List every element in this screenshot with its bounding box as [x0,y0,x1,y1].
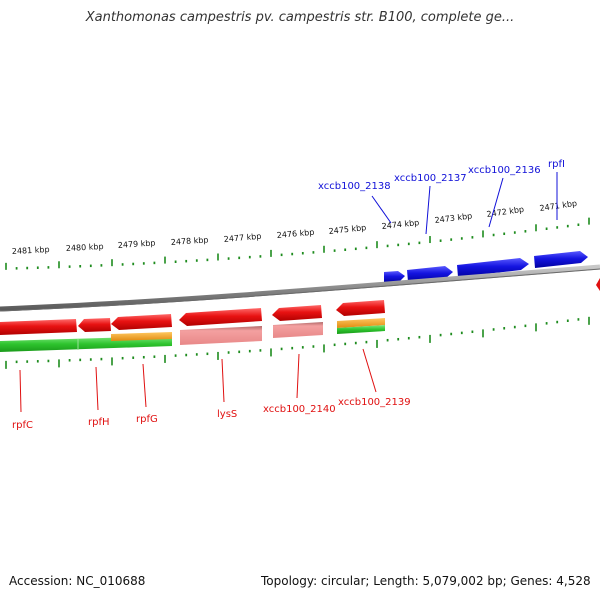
gene-xccb100-2138[interactable] [384,271,405,283]
gene-label[interactable]: lysS [217,409,237,420]
scale-label: 2475 kbp [328,223,366,236]
cds-lysS[interactable] [180,326,262,345]
reverse-genes [0,300,385,335]
gene-rpfC[interactable] [0,319,77,335]
gene-xccb100-2139[interactable] [336,300,385,316]
scale-label: 2478 kbp [171,235,209,247]
gene-label[interactable]: rpfH [88,417,110,428]
genome-summary-text: Topology: circular; Length: 5,079,002 bp… [261,574,591,588]
cds-orange-rpfG[interactable] [111,332,172,341]
cds-xccb100-2140[interactable] [273,322,323,338]
reverse-gene-labels: rpfC rpfH rpfG lysS xccb100_2140 xccb100… [12,397,411,431]
scale-label: 2473 kbp [434,211,473,225]
inner-scale-ticks [5,316,590,369]
forward-leaders [371,172,558,235]
accession-text: Accession: NC_010688 [9,574,146,588]
gene-label[interactable]: rpfG [136,414,158,425]
forward-gene-labels: xccb100_2138 xccb100_2137 xccb100_2136 r… [318,159,565,192]
scale-label: 2476 kbp [276,228,314,240]
scale-labels: 2481 kbp 2480 kbp 2479 kbp 2478 kbp 2477… [12,199,578,256]
outer-scale-ticks [5,217,590,270]
map-title: Xanthomonas campestris pv. campestris st… [85,10,515,25]
reverse-leaders [19,348,377,413]
gene-rpfI[interactable] [534,251,588,268]
scale-label: 2477 kbp [223,232,261,244]
gene-label[interactable]: rpfI [548,159,565,170]
scale-label: 2474 kbp [381,218,419,231]
gene-lysS[interactable] [179,308,262,326]
gene-label[interactable]: xccb100_2140 [263,404,336,415]
gene-xccb100-2140[interactable] [272,305,322,321]
gene-label[interactable]: rpfC [12,420,33,431]
gene-label[interactable]: xccb100_2138 [318,181,391,192]
forward-genes [384,251,600,291]
genome-backbone [0,264,600,312]
gene-label[interactable]: xccb100_2137 [394,173,467,184]
gene-rpfH[interactable] [78,318,111,332]
scale-label: 2480 kbp [66,242,104,253]
gene-label[interactable]: xccb100_2136 [468,165,541,176]
scale-label: 2481 kbp [12,245,50,256]
cds-green-2139[interactable] [337,325,385,334]
gene-offscreen-right[interactable] [596,278,600,291]
cds-tracks [0,318,385,352]
gene-label[interactable]: xccb100_2139 [338,397,411,408]
gene-rpfG[interactable] [111,314,172,330]
scale-label: 2479 kbp [118,238,156,250]
cds-orange-2139[interactable] [337,318,385,328]
scale-label: 2471 kbp [539,199,578,213]
gene-xccb100-2136[interactable] [457,258,529,277]
